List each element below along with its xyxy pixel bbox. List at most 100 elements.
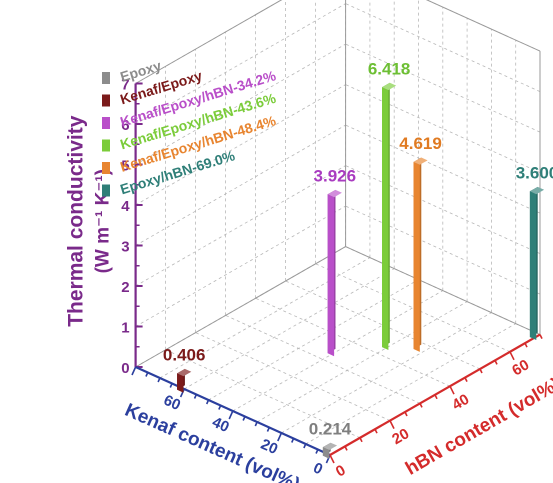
kenaf-tick-mark	[228, 410, 234, 420]
bar-value-label: 0.406	[163, 346, 206, 365]
z-tick-label: 6	[121, 117, 129, 134]
kenaf-tick-mark	[169, 383, 173, 388]
kenaf-tick-mark	[277, 432, 283, 442]
z-tick-label: 3	[121, 239, 129, 256]
grid-line	[135, 3, 346, 125]
z-axis-title-line1: Thermal conductivity	[65, 115, 88, 327]
grid-line	[208, 279, 419, 401]
bars: 3.600 6.418 4.619 3.926 0.406 0.214	[163, 59, 553, 459]
grid-line	[135, 205, 346, 327]
legend-swatch	[102, 139, 110, 152]
bar-front-face	[327, 194, 335, 357]
z-tick-label: 1	[121, 320, 129, 337]
grid-layer	[135, 0, 541, 456]
grid-line	[345, 43, 541, 133]
hbn-tick-mark	[359, 437, 363, 443]
kenaf-tick-mark	[131, 366, 137, 376]
kenaf-tick-mark	[242, 416, 246, 421]
grid-line	[256, 301, 468, 423]
kenaf-tick-mark	[193, 394, 198, 399]
hbn-tick-mark	[509, 351, 515, 361]
box-edge	[345, 246, 541, 336]
bar-top-face	[382, 82, 397, 91]
kenaf-tick-mark	[325, 454, 331, 464]
grid-line	[135, 124, 346, 246]
bar-value-label: 6.418	[368, 59, 411, 78]
grid-line	[159, 257, 371, 379]
bar: 0.406	[163, 346, 206, 393]
bar-top-face	[413, 157, 428, 165]
bar-front-face	[382, 87, 389, 350]
grid-line	[232, 290, 443, 412]
bar-front-face	[177, 373, 184, 393]
bar-top-face	[327, 189, 342, 198]
kenaf-tick-mark	[291, 438, 295, 443]
bar-value-label: 3.600	[516, 164, 553, 183]
hbn-tick-mark	[539, 334, 543, 339]
hbn-tick-mark	[389, 420, 395, 429]
hbn-tick-label: 40	[449, 391, 472, 414]
kenaf-tick-label: 0	[311, 459, 326, 478]
z-tick-label: 7	[121, 77, 129, 94]
grid-line	[184, 268, 395, 390]
legend-swatch	[102, 184, 110, 197]
kenaf-tick-label: 40	[210, 414, 232, 436]
grid-line	[135, 165, 346, 287]
kenaf-tick-mark	[266, 427, 270, 432]
kenaf-tick-mark	[315, 449, 319, 454]
legend-swatch	[102, 72, 110, 84]
kenaf-tick-mark	[179, 388, 185, 398]
legend-swatch	[102, 117, 110, 129]
bar-top-face	[177, 368, 192, 377]
bar-front-face	[322, 447, 330, 459]
kenaf-tick-label: 20	[258, 436, 280, 458]
z-tick-label: 2	[121, 279, 129, 296]
hbn-tick-mark	[479, 368, 483, 374]
bar: 0.214	[309, 419, 352, 459]
hbn-tick-mark	[419, 403, 423, 408]
z-tick-label: 4	[121, 198, 130, 215]
grid-line	[345, 205, 541, 295]
hbn-tick-mark	[329, 454, 335, 464]
kenaf-tick-mark	[145, 372, 149, 377]
grid-line	[305, 323, 516, 445]
box-edge	[135, 246, 346, 368]
hbn-tick-label: 60	[509, 356, 532, 379]
hbn-tick-label: 20	[389, 425, 412, 448]
box-edge	[135, 0, 283, 84]
bar-front-face	[529, 191, 537, 340]
bar-top-face	[322, 442, 338, 450]
hbn-tick-mark	[374, 428, 378, 434]
z-tick-label: 5	[121, 158, 129, 175]
grid-line	[135, 84, 346, 206]
kenaf-tick-mark	[254, 421, 258, 427]
legend-swatch	[102, 94, 110, 107]
z-tick-label: 0	[121, 360, 129, 377]
bar: 6.418	[368, 59, 411, 350]
bar: 3.600	[516, 164, 553, 340]
legend: EpoxyKenaf/EpoxyKenaf/Epoxy/hBN-34.2%Ken…	[102, 57, 278, 197]
hbn-tick-mark	[434, 394, 438, 400]
kenaf-tick-mark	[218, 405, 222, 410]
hbn-tick-mark	[449, 385, 455, 395]
kenaf-tick-mark	[157, 377, 161, 383]
bar-value-label: 0.214	[309, 419, 352, 438]
hbn-tick-mark	[404, 411, 408, 417]
bar-value-label: 3.926	[314, 167, 357, 186]
hbn-tick-label: 0	[333, 462, 349, 481]
legend-swatch	[102, 162, 110, 174]
hbn-tick-mark	[344, 446, 348, 451]
hbn-tick-mark	[524, 342, 528, 348]
grid-line	[281, 312, 492, 434]
kenaf-tick-mark	[303, 443, 307, 449]
kenaf-tick-mark	[205, 399, 210, 405]
grid-line	[135, 43, 346, 165]
bar: 3.926	[314, 167, 357, 357]
hbn-tick-mark	[494, 360, 498, 365]
hbn-axis-title: hBN content (vol%)	[402, 374, 553, 480]
bar-front-face	[413, 162, 420, 352]
